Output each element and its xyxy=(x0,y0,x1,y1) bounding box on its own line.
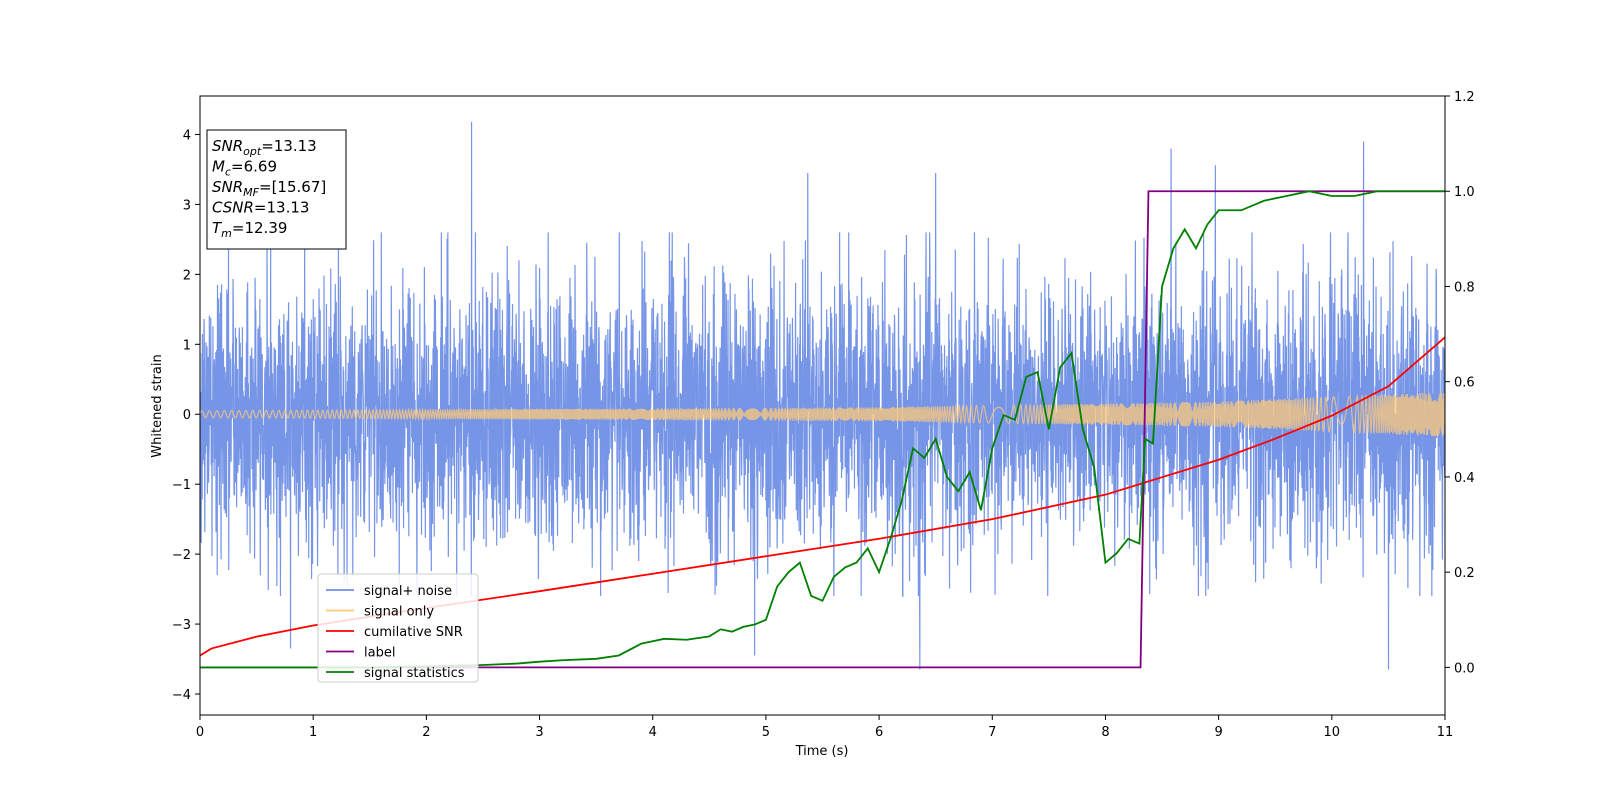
x-tick-label: 4 xyxy=(649,725,657,740)
annotation-frame xyxy=(206,129,347,250)
x-tick-label: 7 xyxy=(988,725,996,740)
annotation-subscript: MF xyxy=(243,186,259,199)
annotation-symbol: SNR xyxy=(212,178,243,196)
x-tick-label: 10 xyxy=(1324,725,1341,740)
x-tick-label: 11 xyxy=(1437,725,1454,740)
series-signal-statistics xyxy=(200,190,1445,669)
y-axis-label: Whitened strain xyxy=(150,354,165,457)
annotation-subscript: c xyxy=(225,166,231,179)
y-tick-label: −2 xyxy=(172,548,191,563)
series-cumulative-snr xyxy=(200,336,1445,657)
annotation-value: =13.13 xyxy=(254,199,310,217)
x-tick-label: 9 xyxy=(1214,725,1222,740)
y-tick-label: −4 xyxy=(172,688,191,703)
y2-tick-label: 0.4 xyxy=(1454,471,1475,486)
annotation-subscript: m xyxy=(221,227,232,240)
y-axis-left: −4 −3 −2 −1 0 1 2 3 4 xyxy=(172,128,200,703)
annotation-subscript: opt xyxy=(243,145,262,158)
annotation-line: CSNR=13.13 xyxy=(212,199,309,217)
annotation-symbol: CSNR xyxy=(212,199,254,217)
annotation-symbol: T xyxy=(212,219,223,237)
y2-tick-label: 0.8 xyxy=(1454,280,1475,295)
legend-entry-label: label xyxy=(364,646,395,661)
annotation-box: SNRopt=13.13Mc=6.69SNRMF=[15.67]CSNR=13.… xyxy=(206,129,347,250)
x-tick-label: 5 xyxy=(762,725,770,740)
x-axis: 0 1 2 3 4 5 6 7 8 9 10 11 xyxy=(196,715,1453,740)
axes-frame xyxy=(199,95,1446,716)
plot-area xyxy=(200,121,1445,670)
y2-tick-label: 1.0 xyxy=(1454,185,1475,200)
annotation-value: =[15.67] xyxy=(259,178,326,196)
series-signal-only xyxy=(200,392,1445,437)
y-tick-label: 0 xyxy=(183,408,191,423)
annotation-value: =12.39 xyxy=(232,219,288,237)
legend: signal+ noise signal only cumilative SNR la… xyxy=(317,573,479,683)
annotation-line: Mc=6.69 xyxy=(212,158,277,179)
annotation-value: =6.69 xyxy=(231,158,277,176)
legend-entry-label: cumilative SNR xyxy=(364,625,463,640)
annotation-symbol: M xyxy=(212,158,225,176)
x-tick-label: 6 xyxy=(875,725,883,740)
x-tick-label: 2 xyxy=(422,725,430,740)
y-tick-label: −3 xyxy=(172,618,191,633)
annotation-line: Tm=12.39 xyxy=(212,219,287,240)
x-tick-label: 0 xyxy=(196,725,204,740)
y-tick-label: 3 xyxy=(183,198,191,213)
annotation-line: SNRopt=13.13 xyxy=(212,137,317,158)
y2-tick-label: 0.0 xyxy=(1454,661,1475,676)
legend-frame xyxy=(317,573,479,683)
legend-entry-label: signal only xyxy=(364,605,434,620)
x-tick-label: 1 xyxy=(309,725,317,740)
x-tick-label: 8 xyxy=(1101,725,1109,740)
x-axis-label: Time (s) xyxy=(795,744,849,759)
legend-entry-label: signal statistics xyxy=(364,666,465,681)
y2-tick-label: 0.2 xyxy=(1454,566,1475,581)
y2-tick-label: 1.2 xyxy=(1454,90,1475,105)
y-tick-label: 1 xyxy=(183,338,191,353)
annotation-symbol: SNR xyxy=(212,137,243,155)
series-label xyxy=(200,190,1445,669)
y-tick-label: 4 xyxy=(183,128,191,143)
annotation-line: SNRMF=[15.67] xyxy=(212,178,326,199)
y-axis-right: 0.0 0.2 0.4 0.6 0.8 1.0 1.2 xyxy=(1445,90,1475,676)
x-tick-label: 3 xyxy=(535,725,543,740)
legend-entry-label: signal+ noise xyxy=(364,584,452,599)
y-tick-label: −1 xyxy=(172,478,191,493)
y-tick-label: 2 xyxy=(183,268,191,283)
annotation-value: =13.13 xyxy=(261,137,317,155)
y2-tick-label: 0.6 xyxy=(1454,376,1475,391)
